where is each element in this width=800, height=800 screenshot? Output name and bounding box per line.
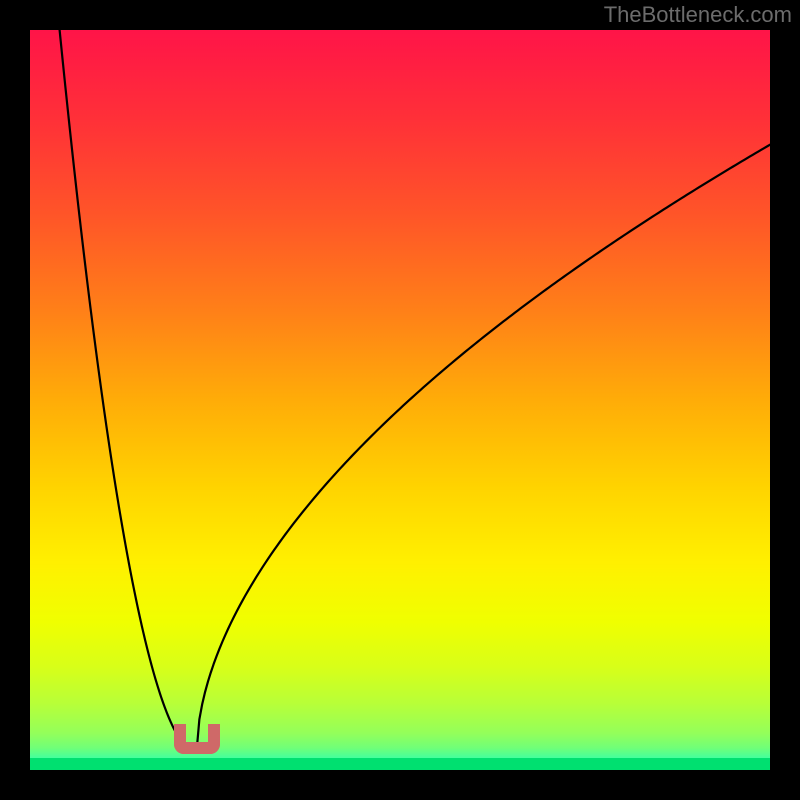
chart-frame: TheBottleneck.com bbox=[0, 0, 800, 800]
bottom-green-bar bbox=[30, 758, 770, 770]
valley-marker bbox=[174, 724, 220, 754]
plot-area bbox=[30, 30, 770, 770]
bottleneck-curve bbox=[30, 30, 770, 770]
watermark-text: TheBottleneck.com bbox=[604, 2, 792, 28]
